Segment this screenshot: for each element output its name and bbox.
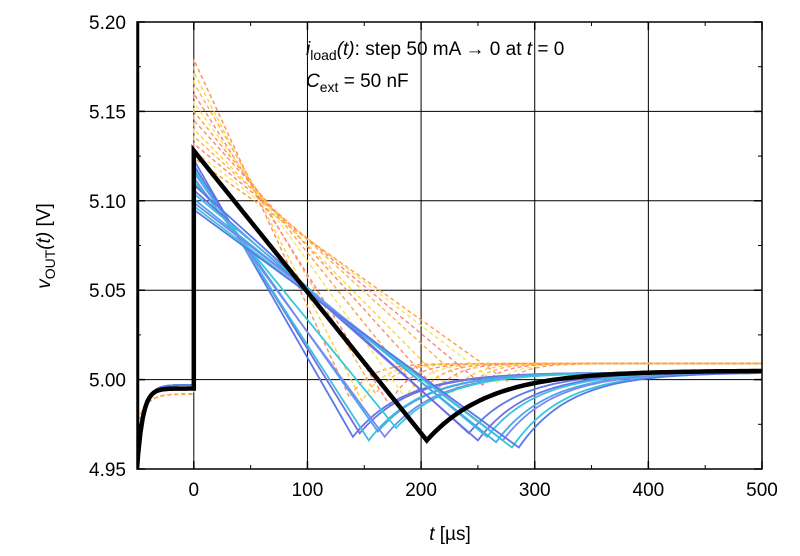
main-series-line (137, 22, 762, 469)
y-axis-unit: [V] (34, 203, 55, 232)
annotation-line-1: iload(t): step 50 mA → 0 at t = 0 (306, 39, 564, 63)
dashed-series-line (137, 22, 761, 425)
x-tick-label: 200 (405, 480, 437, 501)
y-axis-sub: OUT (42, 249, 58, 279)
x-tick-label: 500 (746, 480, 778, 501)
x-axis-unit: [µs] (434, 524, 470, 545)
annotation-rest: : step 50 mA → 0 at (355, 39, 527, 60)
solid-series-line (137, 22, 759, 461)
annotation-line-2: Cext = 50 nF (306, 71, 409, 95)
y-tick-label: 5.15 (89, 102, 126, 123)
series-layer (137, 22, 762, 469)
y-tick-label: 5.10 (89, 192, 126, 213)
y-tick-label: 5.00 (89, 371, 126, 392)
x-tick-label: 0 (189, 480, 200, 501)
annotation-c: C (306, 71, 320, 92)
y-tick-label: 5.05 (89, 281, 126, 302)
annotation-end: = 0 (532, 39, 564, 60)
x-tick-label: 100 (292, 480, 324, 501)
annotation-i-arg: (t) (337, 39, 355, 60)
grid (137, 22, 762, 469)
y-tick-label: 4.95 (89, 460, 126, 481)
annotation-c-sub: ext (320, 79, 339, 95)
x-axis-symbol: t (429, 524, 435, 545)
y-axis-arg: (t) (34, 232, 55, 250)
y-axis-symbol: v (34, 278, 55, 289)
x-tick-label: 400 (633, 480, 665, 501)
y-axis-label: vOUT(t) [V] (34, 203, 58, 289)
x-tick-label: 300 (519, 480, 551, 501)
plot-background (137, 22, 762, 469)
annotation-c-rest: = 50 nF (338, 71, 408, 92)
annotation-i-sub: load (310, 47, 336, 63)
ticks: 0 100 200 300 400 500 4.95 5.00 5.05 5.10 5.15 5.20 (89, 13, 778, 501)
x-axis-label: t [µs] (429, 524, 471, 545)
annotation-t: t (527, 39, 533, 60)
dashed-series-line (137, 22, 759, 425)
y-tick-label: 5.20 (89, 13, 126, 34)
annotation-i: i (306, 39, 311, 60)
